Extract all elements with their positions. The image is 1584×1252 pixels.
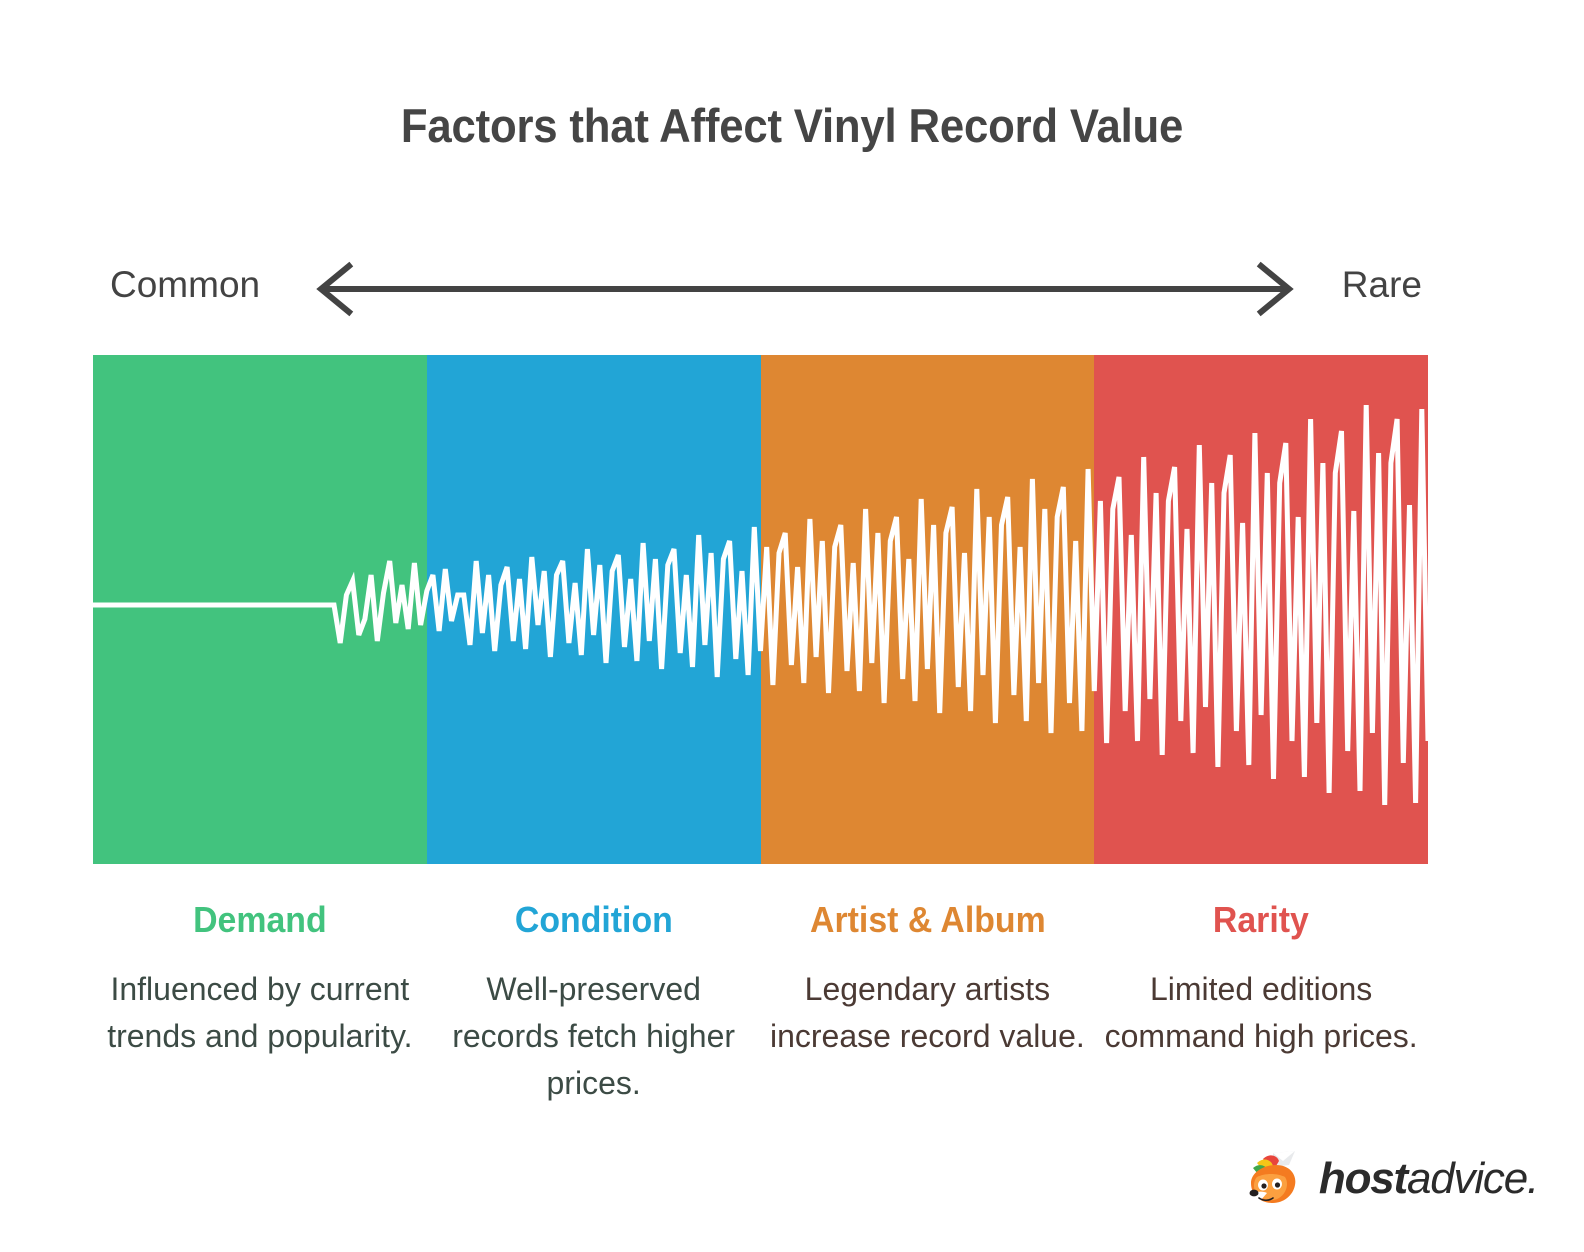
- caption-title-rarity: Rarity: [1213, 899, 1310, 940]
- factor-captions: Demand Influenced by current trends and …: [93, 898, 1428, 1107]
- caption-column-artist-album: Artist & Album Legendary artists increas…: [761, 898, 1095, 1107]
- caption-title-condition: Condition: [514, 899, 673, 940]
- caption-title-artist-album: Artist & Album: [809, 899, 1046, 940]
- caption-desc-condition: Well-preserved records fetch higher pric…: [452, 971, 736, 1101]
- scale-label-rare: Rare: [1341, 264, 1422, 305]
- caption-column-condition: Condition Well-preserved records fetch h…: [427, 898, 761, 1107]
- fox-mascot-icon: [1249, 1151, 1296, 1203]
- band-panel-artist-album: [760, 355, 1095, 864]
- logo-text-advice: advice.: [1406, 1154, 1539, 1203]
- band-panel-condition: [426, 355, 761, 864]
- caption-desc-rarity: Limited editions command high prices.: [1104, 971, 1418, 1054]
- caption-column-demand: Demand Influenced by current trends and …: [93, 898, 427, 1107]
- scale-label-common: Common: [110, 264, 261, 305]
- logo-text-host: host: [1318, 1154, 1408, 1203]
- caption-title-demand: Demand: [193, 899, 327, 940]
- hostadvice-logo[interactable]: hostadvice.: [1243, 1144, 1539, 1214]
- caption-desc-artist-album: Legendary artists increase record value.: [769, 971, 1085, 1054]
- band-panel-demand: [93, 355, 427, 864]
- caption-desc-demand: Influenced by current trends and popular…: [107, 971, 413, 1054]
- factor-color-band: [93, 355, 1428, 864]
- double-headed-arrow-icon: [316, 261, 1294, 317]
- rarity-scale: Common Rare: [93, 258, 1428, 320]
- page-title: Factors that Affect Vinyl Record Value: [400, 99, 1184, 152]
- logo-wordmark: hostadvice.: [1318, 1154, 1539, 1204]
- caption-column-rarity: Rarity Limited editions command high pri…: [1094, 898, 1428, 1107]
- band-panel-rarity: [1094, 355, 1428, 864]
